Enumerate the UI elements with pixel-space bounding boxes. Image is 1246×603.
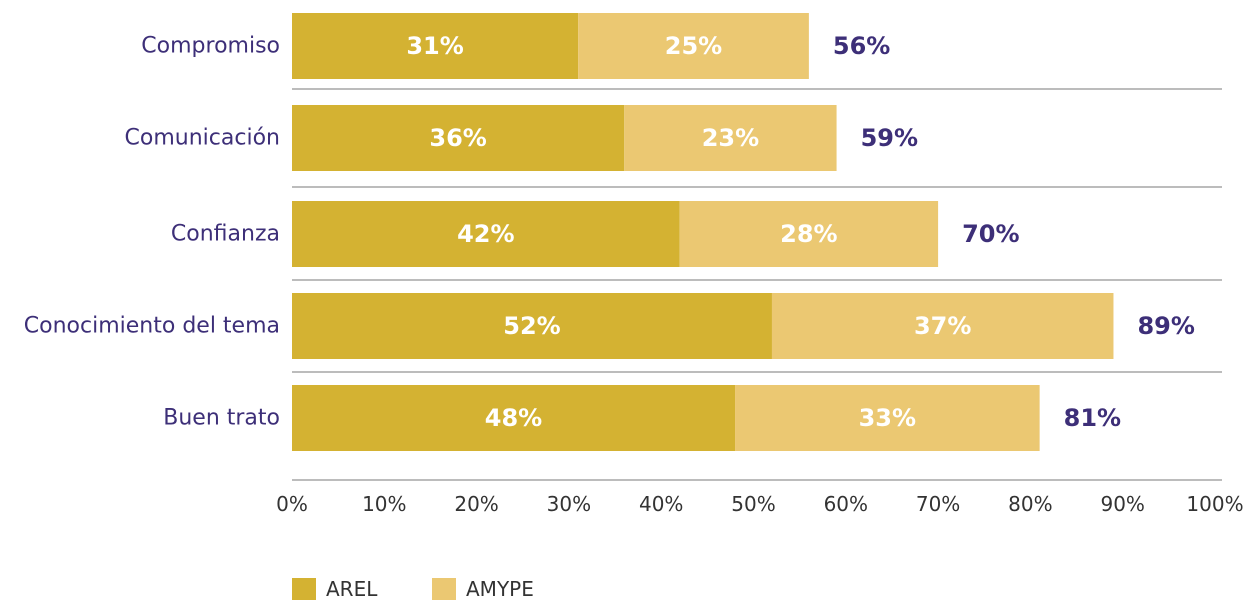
legend-label: AREL <box>326 577 378 601</box>
category-label: Confianza <box>171 222 280 247</box>
x-tick-label: 50% <box>731 492 775 516</box>
x-tick-label: 30% <box>547 492 591 516</box>
bar-segment-amype <box>624 105 837 171</box>
category-label: Compromiso <box>141 34 280 59</box>
x-tick-label: 70% <box>916 492 960 516</box>
segment-value-label: 25% <box>665 32 722 60</box>
x-tick-label: 90% <box>1100 492 1144 516</box>
total-value-label: 89% <box>1137 312 1194 340</box>
segment-value-label: 33% <box>859 404 916 432</box>
x-tick-label: 0% <box>276 492 308 516</box>
bar-segment-amype <box>771 293 1114 359</box>
bar-segment-amype <box>578 13 809 79</box>
segment-value-label: 23% <box>702 124 759 152</box>
bar-segment-arel <box>292 13 579 79</box>
bar-segment-arel <box>292 201 680 267</box>
total-value-label: 56% <box>833 32 890 60</box>
x-tick-label: 60% <box>824 492 868 516</box>
segment-value-label: 31% <box>406 32 463 60</box>
bar-segment-arel <box>292 385 736 451</box>
segment-value-label: 28% <box>780 220 837 248</box>
category-label: Buen trato <box>163 406 280 431</box>
segment-value-label: 42% <box>457 220 514 248</box>
legend-swatch-arel <box>292 578 316 600</box>
x-tick-label: 100% <box>1186 492 1243 516</box>
total-value-label: 59% <box>861 124 918 152</box>
category-label: Conocimiento del tema <box>24 314 280 339</box>
legend-label: AMYPE <box>466 577 534 601</box>
bar-segment-amype <box>735 385 1040 451</box>
x-tick-label: 20% <box>454 492 498 516</box>
segment-value-label: 52% <box>503 312 560 340</box>
segment-value-label: 37% <box>914 312 971 340</box>
total-value-label: 81% <box>1064 404 1121 432</box>
legend-swatch-amype <box>432 578 456 600</box>
segment-value-label: 48% <box>485 404 542 432</box>
segment-value-label: 36% <box>429 124 486 152</box>
bar-segment-arel <box>292 293 772 359</box>
bar-segment-arel <box>292 105 625 171</box>
bar-segment-amype <box>679 201 939 267</box>
total-value-label: 70% <box>962 220 1019 248</box>
x-tick-label: 40% <box>639 492 683 516</box>
category-label: Comunicación <box>125 126 280 151</box>
x-tick-label: 10% <box>362 492 406 516</box>
x-tick-label: 80% <box>1008 492 1052 516</box>
